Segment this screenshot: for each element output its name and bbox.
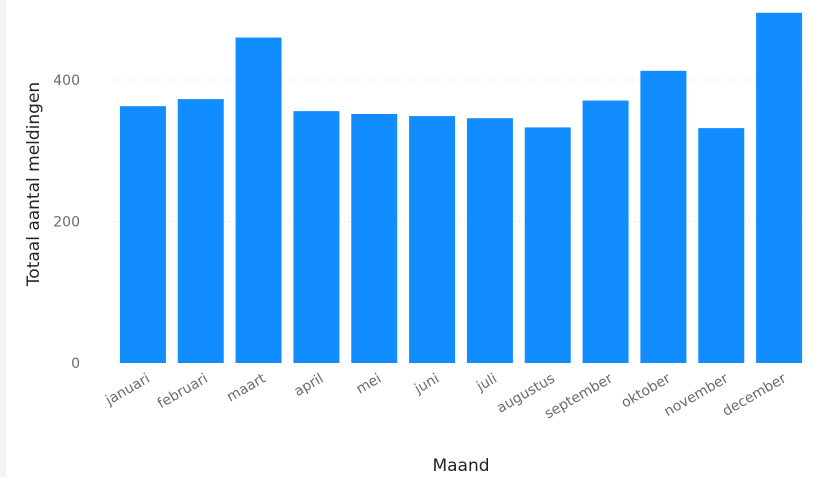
bar-januari[interactable]: [119, 106, 166, 364]
bar-februari[interactable]: [177, 99, 224, 363]
x-category-label: april: [292, 371, 327, 400]
x-category-label: maart: [224, 370, 269, 405]
x-category-label: juli: [473, 371, 500, 396]
bar-november[interactable]: [698, 128, 745, 363]
x-category-label: januari: [102, 371, 153, 410]
y-axis-title: Totaal aantal meldingen: [24, 82, 44, 287]
y-tick-label: 400: [53, 73, 80, 89]
x-category-label: november: [662, 370, 732, 420]
y-tick-label: 200: [53, 215, 80, 231]
x-axis-title: Maand: [432, 456, 489, 476]
bar-september[interactable]: [582, 100, 629, 363]
window-edge: [0, 0, 6, 477]
x-category-label: mei: [354, 371, 385, 398]
bars: [119, 12, 803, 364]
bar-december[interactable]: [756, 12, 803, 363]
bar-maart[interactable]: [235, 37, 282, 364]
x-category-label: februari: [155, 371, 211, 413]
x-axis-categories: januari februari maart april mei juni juliaugu…: [102, 370, 789, 422]
gridlines: [114, 79, 808, 222]
bar-april[interactable]: [293, 111, 340, 363]
y-axis-ticks: 0 200 400: [53, 73, 80, 372]
x-category-label: juni: [411, 371, 442, 398]
bar-mei[interactable]: [351, 113, 398, 364]
bar-augustus[interactable]: [524, 127, 571, 363]
y-tick-label: 0: [71, 356, 80, 372]
x-category-label: december: [720, 370, 789, 419]
bar-juli[interactable]: [466, 118, 513, 363]
bar-oktober[interactable]: [640, 70, 687, 364]
bar-juni[interactable]: [409, 116, 456, 364]
